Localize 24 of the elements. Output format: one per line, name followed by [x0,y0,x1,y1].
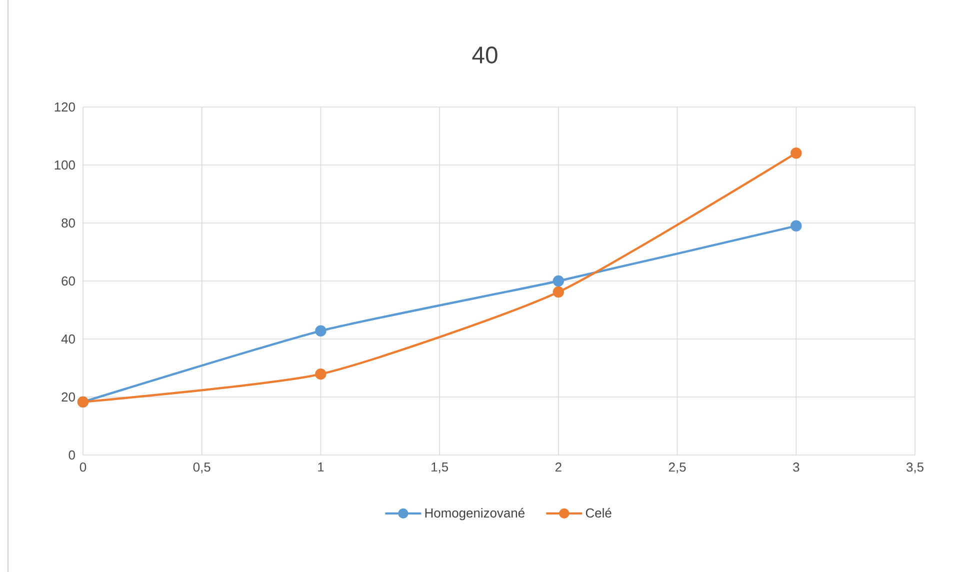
point [790,220,802,232]
legend-label: Celé [586,508,612,518]
x-tick-label: 1 [318,462,324,472]
y-tick-label: 80 [62,218,75,228]
y-tick-label: 0 [68,450,75,460]
x-tick-label: 0 [80,462,86,472]
point [790,148,802,159]
legend-label: Homogenizované [425,508,524,520]
y-tick-label: 60 [62,276,75,286]
point [552,275,564,287]
point [315,368,326,380]
y-tick-label: 100 [54,160,75,170]
point [315,325,326,336]
chart-title: 40 [472,46,498,64]
y-tick-label: 40 [61,334,75,344]
x-tick-label: 0,5 [193,462,210,474]
x-tick-label: 2 [555,462,562,472]
y-tick-label: 120 [54,102,75,112]
x-tick-label: 2,5 [668,462,686,474]
y-tick-label: 20 [62,392,75,402]
x-tick-label: 3 [793,462,800,472]
point [552,286,564,298]
x-tick-label: 3,5 [906,462,924,474]
x-tick-label: 1,5 [432,462,448,474]
